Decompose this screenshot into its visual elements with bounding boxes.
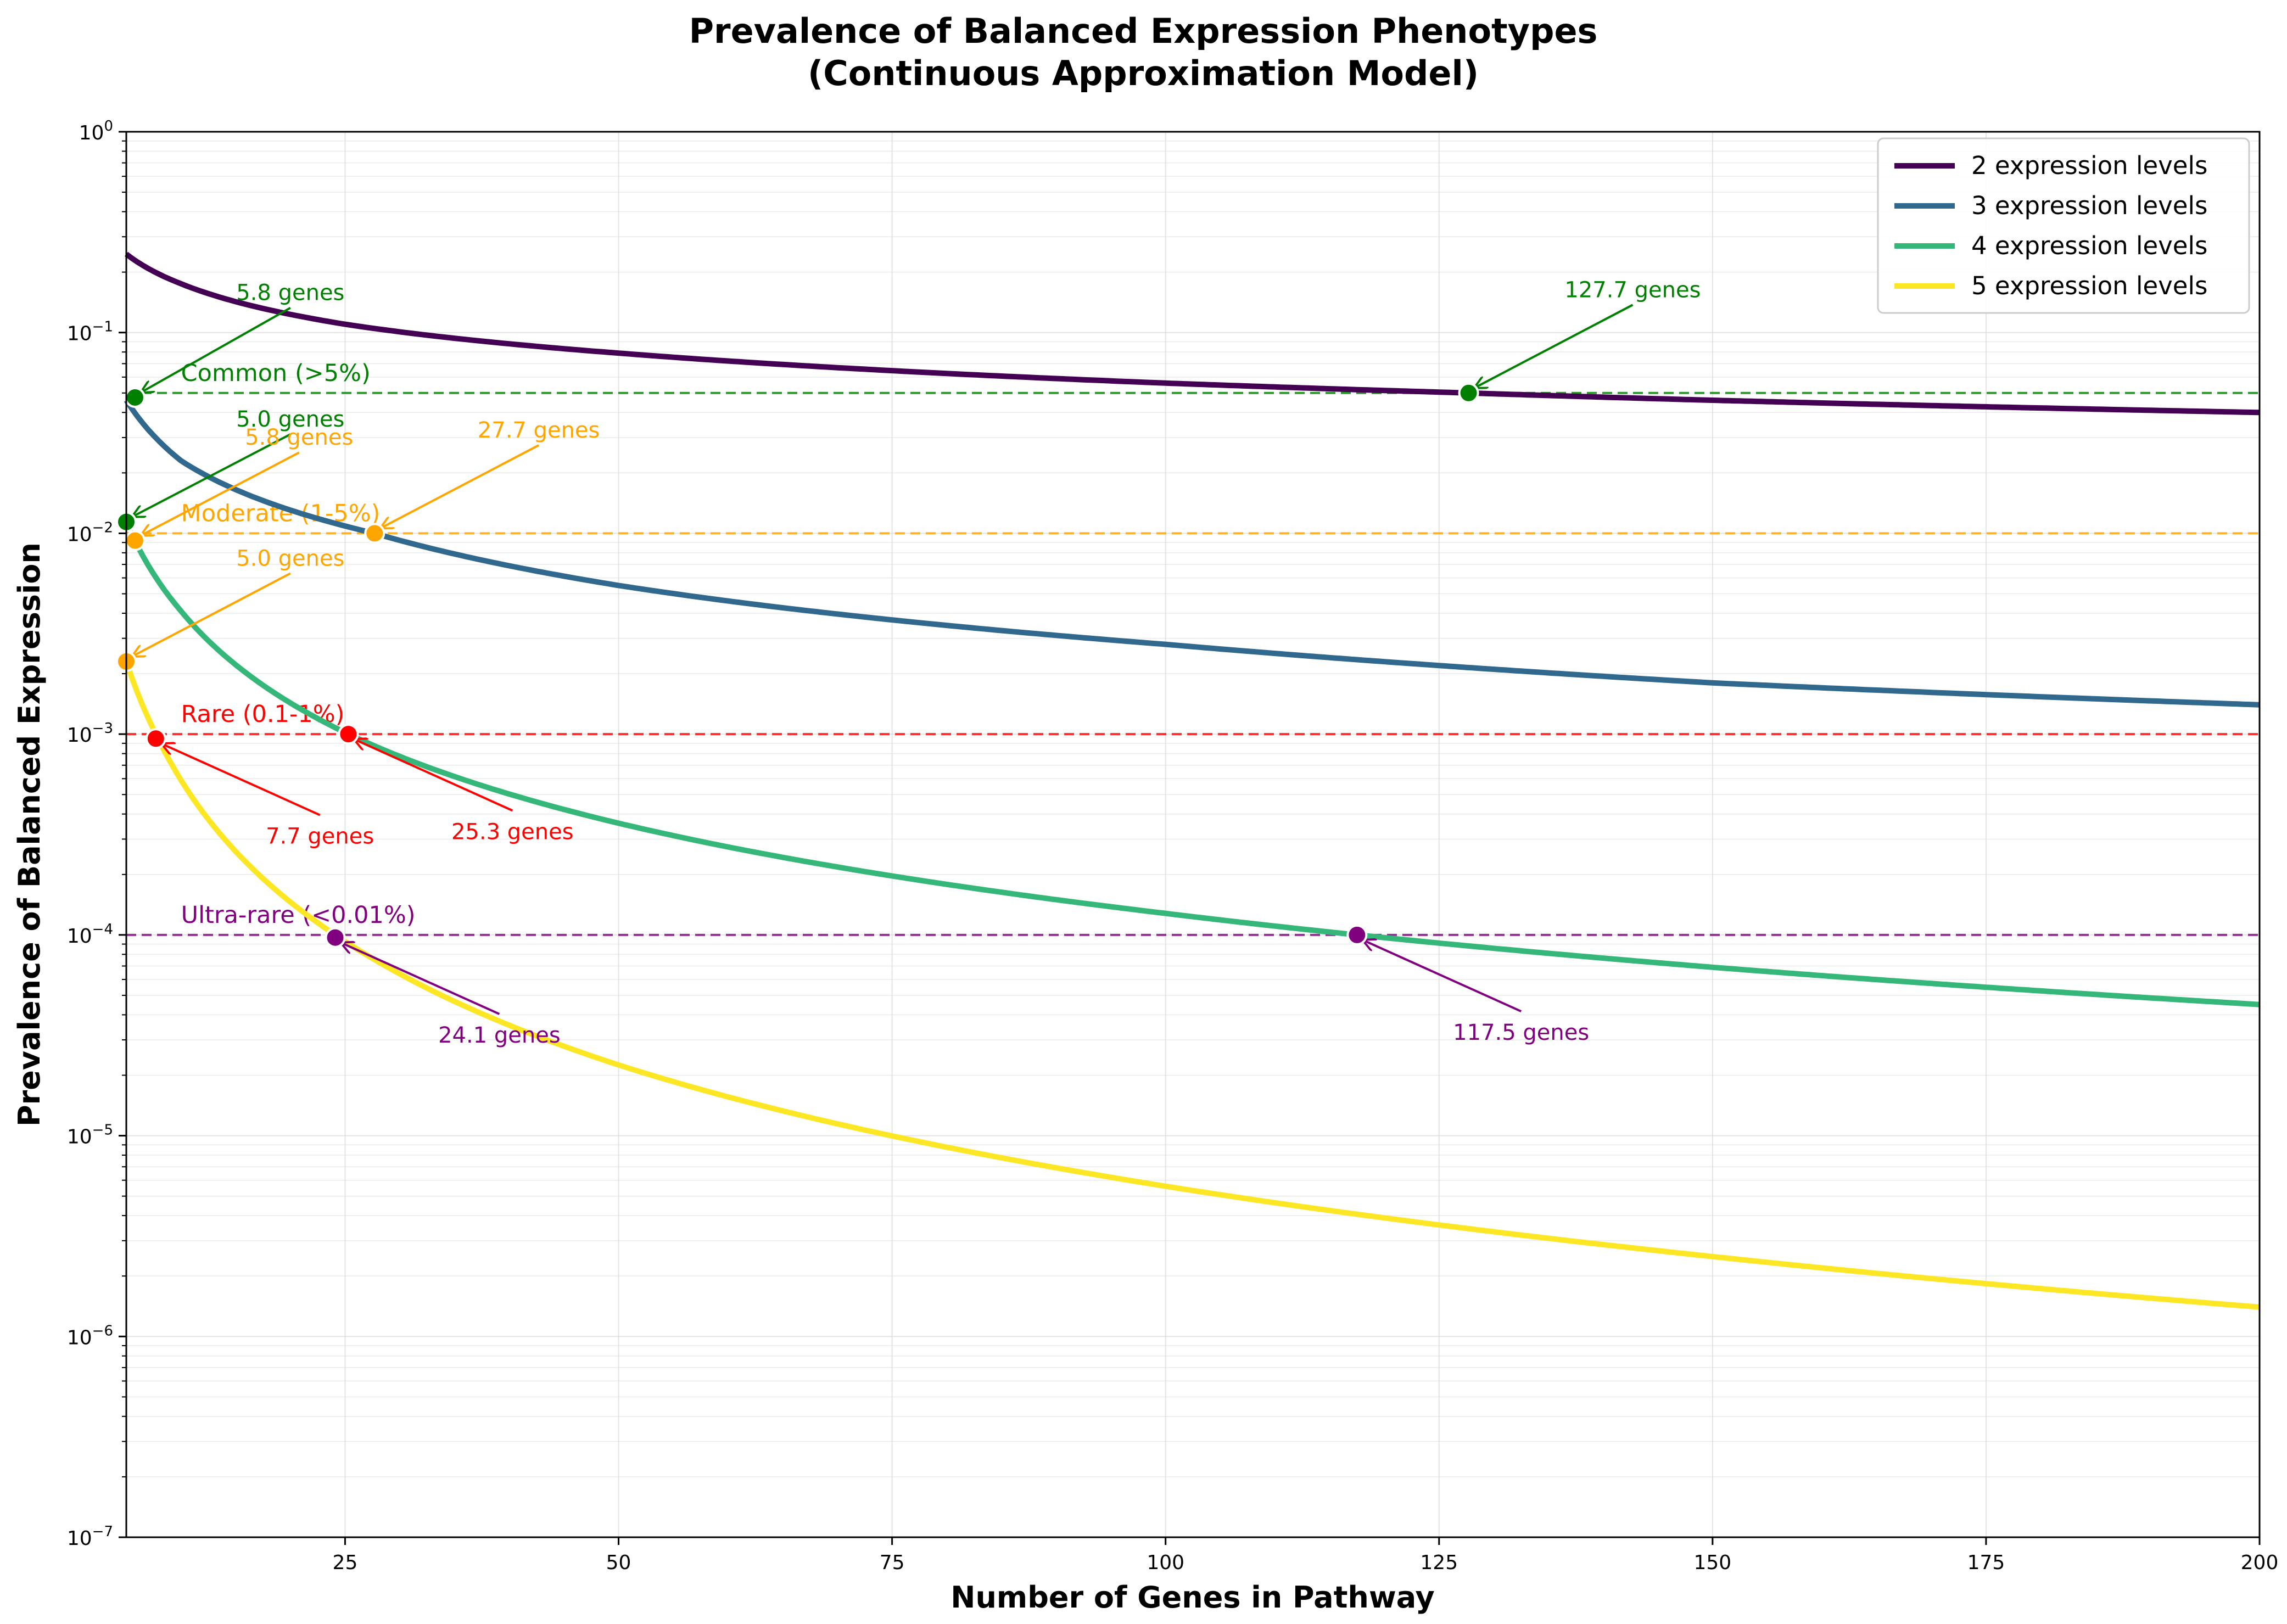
y-tick-label: 10−2 (67, 519, 113, 546)
annotation-label: 5.8 genes (245, 425, 353, 450)
annotation-label: 25.3 genes (451, 819, 574, 844)
legend-entry-label: 4 expression levels (1971, 231, 2207, 260)
chart-title: Prevalence of Balanced Expression Phenot… (689, 11, 1598, 51)
annotation-arrow (142, 451, 300, 535)
annotation-label: 7.7 genes (266, 824, 374, 849)
annotation-point (1458, 382, 1479, 404)
series-line (124, 399, 2260, 708)
threshold-lines: Common (>5%) Moderate (1-5%) Rare (0.1-1%)… (126, 360, 2260, 936)
plot-frame (125, 131, 2261, 1538)
threshold-label: Moderate (1-5%) (181, 500, 381, 527)
annotation-label: 5.0 genes (236, 546, 344, 571)
chart-subtitle: (Continuous Approximation Model) (808, 53, 1479, 93)
legend-box (1877, 137, 2250, 314)
x-axis-label: Number of Genes in Pathway (950, 1580, 1434, 1615)
x-tick-label: 50 (606, 1552, 631, 1574)
annotation-arrow (355, 740, 513, 812)
annotation-arrow (142, 306, 291, 392)
y-tick-label: 10−3 (67, 720, 113, 747)
annotation-arrow (163, 744, 321, 816)
annotation-arrow (381, 444, 540, 528)
annotation-point (325, 927, 346, 948)
annotation-arrow (1363, 940, 1522, 1012)
threshold-label: Common (>5%) (181, 360, 371, 387)
x-tick-label: 75 (880, 1552, 905, 1574)
annotation-label: 27.7 genes (478, 418, 600, 443)
annotation-point (364, 523, 385, 544)
y-tick-label: 10−7 (67, 1524, 113, 1550)
legend-entry-label: 3 expression levels (1971, 191, 2207, 220)
y-tick-label: 10−4 (67, 921, 113, 948)
x-tick-label: 150 (1693, 1552, 1731, 1574)
annotation-point (1346, 924, 1368, 945)
annotation-point (145, 728, 166, 749)
legend-entry-label: 5 expression levels (1971, 271, 2207, 300)
annotation-arrow (1475, 304, 1634, 387)
y-tick-label: 100 (79, 118, 113, 144)
x-axis-ticks: 25 50 75 100 125 150 175 200 (333, 1537, 2279, 1574)
annotation-point (338, 724, 359, 745)
x-tick-label: 125 (1420, 1552, 1458, 1574)
annotation-label: 5.8 genes (236, 281, 344, 306)
annotation-label: 24.1 genes (438, 1023, 561, 1048)
y-tick-label: 10−5 (67, 1122, 113, 1149)
annotation-arrow (342, 943, 500, 1015)
x-tick-label: 100 (1147, 1552, 1184, 1574)
annotation-label: 117.5 genes (1453, 1020, 1589, 1045)
annotation-label: 5.0 genes (236, 407, 344, 432)
series-line (124, 660, 2260, 1310)
y-tick-label: 10−6 (67, 1323, 113, 1349)
annotation-label: 127.7 genes (1564, 277, 1701, 303)
y-axis-ticks: 100 10−1 10−2 10−3 10−4 10−5 10−6 10−7 (67, 118, 126, 1550)
series-line (125, 251, 2260, 416)
y-tick-label: 10−1 (67, 319, 113, 345)
x-tick-label: 25 (333, 1552, 358, 1574)
legend: 2 expression levels 3 expression levels 4 … (1877, 137, 2250, 314)
annotation-arrow (133, 433, 291, 517)
y-axis-label: Prevalence of Balanced Expression (12, 542, 47, 1127)
series-lines (124, 251, 2260, 1310)
x-tick-label: 175 (1967, 1552, 2005, 1574)
annotation-point (124, 387, 146, 408)
series-line (124, 520, 2260, 1007)
legend-entry-label: 2 expression levels (1971, 151, 2207, 180)
x-tick-label: 200 (2241, 1552, 2279, 1574)
threshold-label: Rare (0.1-1%) (181, 701, 345, 728)
annotation-point (124, 530, 146, 551)
annotation-arrow (133, 572, 291, 656)
